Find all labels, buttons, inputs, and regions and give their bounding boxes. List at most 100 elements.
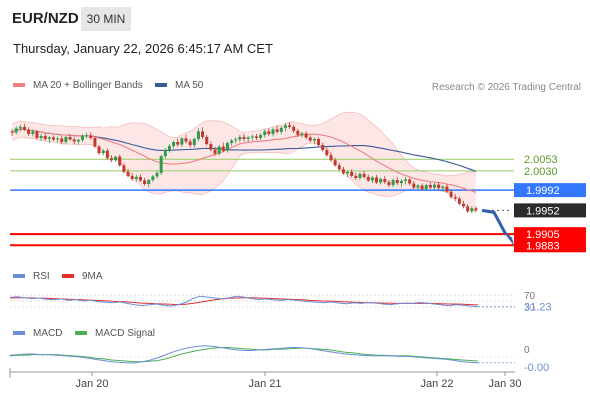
candle-body — [205, 136, 209, 145]
legend-ma50-swatch — [155, 83, 167, 87]
candle-body — [43, 135, 47, 139]
candle-body — [89, 135, 93, 138]
candle-body — [366, 176, 370, 181]
candle-body — [383, 178, 387, 183]
candle-body — [375, 177, 379, 183]
candle-body — [217, 146, 221, 154]
candle-body — [362, 173, 366, 177]
candle-body — [370, 177, 374, 181]
candle-body — [64, 136, 68, 143]
candle-body — [433, 184, 437, 188]
candle-body — [283, 125, 287, 128]
candle-body — [341, 169, 345, 174]
support-label: 1.9883 — [526, 240, 560, 252]
support-tag — [514, 238, 586, 253]
candle-body — [147, 179, 151, 185]
candle-body — [167, 146, 171, 151]
pair-title: EUR/NZD — [12, 10, 79, 27]
candle-body — [279, 127, 283, 132]
candle-body — [134, 176, 138, 179]
candle-body — [445, 186, 449, 192]
candle-body — [143, 180, 147, 185]
candle-body — [453, 197, 457, 199]
candle-body — [97, 146, 101, 154]
candle-body — [296, 130, 300, 135]
candle-body — [10, 131, 14, 133]
candle-body — [474, 208, 478, 211]
candle-body — [259, 134, 263, 138]
support-tag — [514, 227, 586, 242]
candle-body — [292, 126, 296, 131]
candle-body — [80, 135, 84, 140]
candle-body — [188, 141, 192, 146]
candle-body — [85, 135, 89, 137]
credit-text: Research © 2026 Trading Central — [432, 82, 581, 93]
legend-macd-signal: MACD Signal — [95, 328, 155, 339]
candle-body — [416, 185, 420, 188]
candle-body — [163, 150, 167, 157]
candle-body — [184, 138, 188, 142]
candle-body — [391, 179, 395, 186]
legend-rsi-ma-swatch — [62, 274, 74, 278]
candle-body — [333, 160, 337, 166]
candle-body — [428, 185, 432, 188]
candle-body — [126, 171, 130, 176]
bollinger-lower-line — [11, 136, 477, 213]
candle-body — [56, 138, 60, 140]
candle-body — [254, 136, 258, 138]
candle-body — [192, 138, 196, 146]
candle-body — [466, 206, 470, 212]
candle-body — [420, 185, 424, 190]
candle-body — [27, 129, 31, 134]
candle-body — [109, 158, 113, 161]
candle-body — [337, 165, 341, 170]
candle-body — [130, 175, 134, 179]
macd-signal-line — [9, 347, 479, 363]
candle-body — [114, 156, 118, 161]
last-price-label: 1.9952 — [526, 205, 560, 217]
pivot-label: 1.9992 — [526, 185, 560, 197]
candle-body — [408, 179, 412, 184]
legend-ma20-bb: MA 20 + Bollinger Bands — [33, 80, 143, 91]
candle-body — [31, 131, 35, 134]
candle-body — [300, 133, 304, 135]
candle-body — [354, 175, 358, 178]
candle-body — [51, 137, 55, 140]
projection-arrow-line — [481, 208, 508, 236]
candle-body — [399, 181, 403, 184]
candle-body — [93, 137, 97, 147]
candle-body — [76, 139, 80, 142]
candle-body — [238, 136, 242, 140]
candle-body — [225, 143, 229, 151]
candle-body — [246, 137, 250, 139]
candle-body — [68, 136, 72, 140]
candle-body — [312, 138, 316, 141]
candle-body — [47, 137, 51, 139]
pivot-tag — [514, 183, 586, 198]
x-axis-label: Jan 30 — [488, 378, 521, 390]
candle-body — [404, 179, 408, 181]
candle-body — [196, 131, 200, 139]
candle-body — [155, 172, 159, 177]
candle-body — [18, 126, 22, 129]
legend-macd-swatch — [13, 331, 25, 335]
candle-body — [35, 131, 39, 138]
candle-body — [412, 183, 416, 188]
rsi-line — [9, 295, 479, 308]
candle-body — [176, 142, 180, 145]
candle-body — [159, 156, 163, 173]
candle-body — [213, 149, 217, 154]
last-price-tag — [514, 203, 586, 218]
candle-body — [151, 176, 155, 180]
candle-body — [317, 138, 321, 146]
candle-body — [221, 146, 225, 151]
candle-body — [329, 155, 333, 161]
x-axis-label: Jan 21 — [248, 378, 281, 390]
timeframe-button[interactable]: 30 MIN — [81, 7, 131, 31]
candle-body — [60, 138, 64, 143]
candle-body — [105, 150, 109, 159]
candle-body — [267, 131, 271, 134]
chart-datetime: Thursday, January 22, 2026 6:45:17 AM CE… — [13, 41, 273, 56]
candle-body — [441, 186, 445, 189]
candle-body — [304, 133, 308, 138]
